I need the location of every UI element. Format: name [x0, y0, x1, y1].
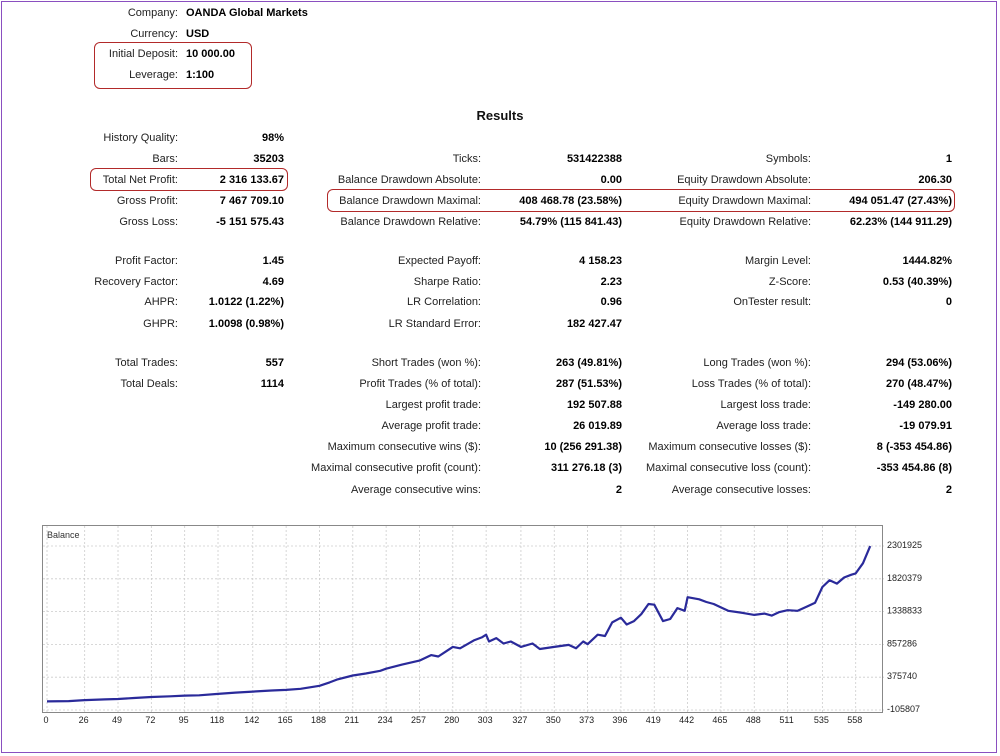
col2-value: 2 [615, 484, 622, 496]
balance-line [46, 545, 872, 703]
col2-value: 2.23 [600, 276, 622, 288]
company-label: Company: [127, 7, 178, 19]
col1-value: 1.0098 (0.98%) [208, 318, 284, 330]
col3-label: Maximal consecutive loss (count): [645, 462, 811, 474]
col1-value: 557 [265, 357, 284, 369]
col2-value: 4 158.23 [579, 255, 622, 267]
col3-label: Margin Level: [744, 255, 811, 267]
col2-label: Expected Payoff: [398, 255, 481, 267]
col2-label: Maximal consecutive profit (count): [311, 462, 481, 474]
col3-value: 206.30 [918, 174, 952, 186]
col1-value: 98% [261, 132, 284, 144]
col1-value: 1114 [260, 378, 284, 390]
col1-label: GHPR: [143, 318, 178, 330]
col1-label: Profit Factor: [115, 255, 178, 267]
col1-label: Bars: [152, 153, 178, 165]
col1-label: Recovery Factor: [94, 276, 178, 288]
col3-value: 294 (53.06%) [885, 357, 952, 369]
col2-value: 287 (51.53%) [555, 378, 622, 390]
col1-label: AHPR: [144, 296, 178, 308]
col2-value: 0.96 [600, 296, 622, 308]
col3-value: 0 [945, 296, 952, 308]
col2-value: 182 427.47 [566, 318, 622, 330]
col1-label: History Quality: [103, 132, 178, 144]
initial-deposit-value: 10 000.00 [186, 48, 235, 60]
col3-label: Equity Drawdown Relative: [679, 216, 811, 228]
currency-value: USD [186, 28, 210, 40]
col2-value: 26 019.89 [573, 420, 622, 432]
col3-value: 2 [945, 484, 952, 496]
col2-label: Average profit trade: [381, 420, 481, 432]
col3-value: 62.23% (144 911.29) [849, 216, 952, 228]
col3-label: Long Trades (won %): [703, 357, 811, 369]
col2-value: 0.00 [600, 174, 622, 186]
col2-label: Balance Drawdown Maximal: [339, 195, 481, 207]
col3-label: Z-Score: [768, 276, 811, 288]
col2-label: Balance Drawdown Relative: [340, 216, 481, 228]
col2-value: 531422388 [566, 153, 622, 165]
col3-value: 270 (48.47%) [885, 378, 952, 390]
col2-label: Largest profit trade: [385, 399, 481, 411]
balance-chart: Balance [42, 525, 884, 714]
col3-value: 8 (-353 454.86) [876, 441, 952, 453]
col1-label: Total Trades: [115, 357, 178, 369]
col3-value: -353 454.86 (8) [876, 462, 952, 474]
col3-value: 0.53 (40.39%) [882, 276, 952, 288]
initial-deposit-label: Initial Deposit: [108, 48, 178, 60]
col3-label: OnTester result: [733, 296, 811, 308]
highlight-deposit-leverage [94, 42, 252, 89]
col1-value: 1.0122 (1.22%) [208, 296, 284, 308]
col3-value: 494 051.47 (27.43%) [849, 195, 952, 207]
col3-label: Equity Drawdown Maximal: [678, 195, 811, 207]
col1-value: 4.69 [262, 276, 284, 288]
col1-label: Gross Profit: [116, 195, 178, 207]
col2-label: Maximum consecutive wins ($): [327, 441, 481, 453]
col3-value: -19 079.91 [899, 420, 952, 432]
col3-label: Equity Drawdown Absolute: [677, 174, 811, 186]
col1-label: Total Deals: [120, 378, 178, 390]
col3-label: Largest loss trade: [720, 399, 812, 411]
col2-value: 408 468.78 (23.58%) [519, 195, 622, 207]
col1-value: 1.45 [262, 255, 284, 267]
col3-label: Maximum consecutive losses ($): [648, 441, 811, 453]
col2-value: 263 (49.81%) [555, 357, 622, 369]
col3-label: Average consecutive losses: [671, 484, 811, 496]
col2-label: Profit Trades (% of total): [359, 378, 481, 390]
col2-label: Short Trades (won %): [371, 357, 481, 369]
col2-label: Balance Drawdown Absolute: [337, 174, 481, 186]
col1-value: 7 467 709.10 [219, 195, 284, 207]
company-value: OANDA Global Markets [186, 7, 308, 19]
col2-value: 54.79% (115 841.43) [519, 216, 622, 228]
col3-label: Loss Trades (% of total): [691, 378, 811, 390]
currency-label: Currency: [130, 28, 178, 40]
col1-value: 2 316 133.67 [219, 174, 284, 186]
col2-label: Sharpe Ratio: [413, 276, 481, 288]
col1-value: -5 151 575.43 [216, 216, 284, 228]
chart-title: Balance [47, 530, 80, 540]
col1-label: Gross Loss: [119, 216, 178, 228]
col2-value: 192 507.88 [566, 399, 622, 411]
col1-value: 35203 [253, 153, 284, 165]
col2-label: Ticks: [452, 153, 481, 165]
results-title: Results [476, 108, 524, 123]
col3-value: -149 280.00 [893, 399, 952, 411]
col3-value: 1444.82% [902, 255, 952, 267]
col2-label: LR Correlation: [407, 296, 481, 308]
col2-value: 10 (256 291.38) [544, 441, 622, 453]
col3-value: 1 [945, 153, 952, 165]
col2-label: Average consecutive wins: [350, 484, 481, 496]
col3-label: Symbols: [765, 153, 811, 165]
leverage-value: 1:100 [186, 69, 215, 81]
leverage-label: Leverage: [129, 69, 178, 81]
col2-label: LR Standard Error: [388, 318, 481, 330]
col3-label: Average loss trade: [716, 420, 811, 432]
col1-label: Total Net Profit: [102, 174, 178, 186]
highlight-drawdown-maximal [327, 189, 955, 212]
highlight-total-net-profit [90, 168, 288, 191]
col2-value: 311 276.18 (3) [551, 462, 622, 474]
balance-chart-svg: Balance [43, 526, 884, 714]
